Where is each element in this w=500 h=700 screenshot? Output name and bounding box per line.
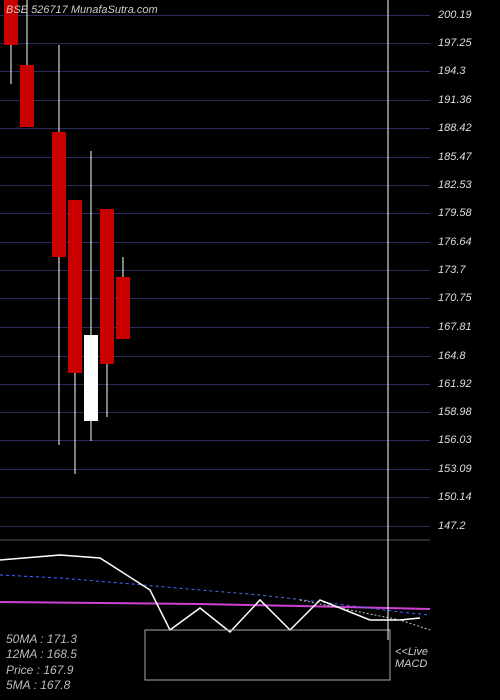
stock-chart: BSE 526717 MunafaSutra.com 200.19197.251… [0,0,500,700]
macd-label: <<Live MACD [395,646,428,670]
chart-header: BSE 526717 MunafaSutra.com [6,4,158,16]
indicator-lines [0,0,500,700]
info-box: 50MA : 171.3 12MA : 168.5 Price : 167.9 … [6,632,77,694]
ma12-text: 12MA : 168.5 [6,647,77,663]
price-text: Price : 167.9 [6,663,77,679]
macd-live-text: <<Live [395,646,428,658]
macd-text: MACD [395,658,428,670]
ma5-text: 5MA : 167.8 [6,678,77,694]
ma50-text: 50MA : 171.3 [6,632,77,648]
indicator-panel: 50MA : 171.3 12MA : 168.5 Price : 167.9 … [0,540,430,700]
